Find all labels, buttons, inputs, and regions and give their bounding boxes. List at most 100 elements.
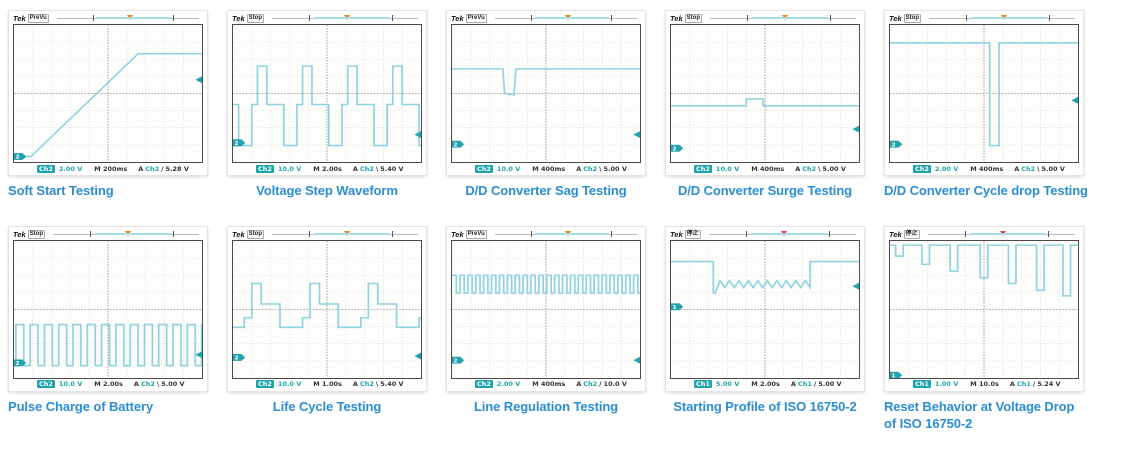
scope-figure-cycle-drop: Tek Stop 2 Ch2 2.00 V M 400ms A Ch2 \ 5.00 …	[884, 10, 1088, 200]
oscilloscope-capture: Tek PreVu 2 Ch2 10.0 V M 400ms A Ch2 \ 5.00…	[446, 10, 646, 176]
horizontal-position-bar	[491, 230, 639, 239]
volts-per-div: 10.0 V	[496, 164, 521, 173]
scope-caption: Voltage Step Waveform	[256, 183, 398, 198]
svg-text:1: 1	[672, 305, 676, 311]
acquisition-status: PreVu	[465, 14, 487, 23]
scope-caption: D/D Converter Surge Testing	[677, 183, 853, 198]
trigger-slope-icon: /	[599, 380, 602, 389]
acquisition-status: 停止	[903, 229, 920, 239]
graticule: 2	[670, 24, 860, 163]
volts-per-div: 10.0 V	[58, 380, 83, 389]
scope-readout: Ch2 10.0 V M 2.00s A Ch2 \ 5.40 V	[232, 164, 422, 173]
trigger-readout: A Ch1/5.24 V	[1010, 380, 1061, 388]
trigger-readout: A Ch1/5.00 V	[791, 380, 842, 388]
graticule: 1	[889, 239, 1079, 379]
scope-readout: Ch2 10.0 V M 1.00s A Ch2 \ 5.40 V	[232, 380, 422, 389]
trigger-position-icon	[125, 230, 132, 236]
time-per-div: M 2.00s	[751, 380, 780, 389]
scope-readout: Ch2 10.0 V M 400ms A Ch2 \ 5.00 V	[670, 164, 860, 173]
trigger-level: 5.40 V	[380, 164, 404, 173]
horizontal-position-bar	[491, 14, 639, 23]
horizontal-position-bar	[53, 14, 201, 23]
svg-text:2: 2	[234, 141, 238, 147]
svg-text:2: 2	[453, 143, 457, 149]
graticule: 2	[232, 239, 422, 379]
scope-readout: Ch2 10.0 V M 2.00s A Ch2 \ 5.00 V	[13, 380, 203, 389]
trigger-source: Ch1	[1016, 380, 1031, 389]
trigger-readout: A Ch2 \ 5.40 V	[353, 380, 404, 388]
trigger-position-icon	[564, 15, 571, 20]
horizontal-position-bar	[268, 230, 420, 239]
bracket-marker	[611, 230, 613, 237]
trigger-readout: A Ch2 \ 5.00 V	[576, 165, 627, 173]
trigger-prefix: A	[795, 164, 801, 173]
scope-header: Tek 停止	[889, 229, 1079, 239]
trigger-level: 5.24 V	[1037, 380, 1061, 389]
trigger-prefix: A	[133, 380, 139, 389]
oscilloscope-capture: Tek PreVu 2 Ch2 2.00 V M 200ms A Ch2/5.28…	[8, 10, 208, 176]
scope-caption: Pulse Charge of Battery	[8, 398, 154, 414]
graticule: 1	[670, 239, 860, 379]
trigger-slope-icon: /	[813, 380, 817, 389]
bracket-marker	[829, 15, 831, 21]
trigger-level: 5.00 V	[161, 380, 185, 389]
bracket-marker	[309, 15, 311, 21]
trigger-source: Ch2	[583, 380, 598, 389]
time-per-div: M 2.00s	[94, 380, 123, 389]
scope-figure-line-regulation: Tek PreVu 2 Ch2 2.00 V M 400ms A Ch2/10.0…	[446, 225, 646, 433]
bracket-marker	[309, 230, 311, 237]
scope-header: Tek Stop	[670, 14, 860, 23]
graticule: 2	[451, 24, 641, 163]
bracket-marker	[391, 15, 393, 21]
svg-text:2: 2	[891, 143, 895, 149]
scope-caption: Starting Profile of ISO 16750-2	[673, 398, 857, 414]
trigger-slope-icon: \	[1037, 164, 1040, 173]
scope-header: Tek Stop	[232, 229, 422, 239]
scope-header: Tek PreVu	[451, 229, 641, 239]
scope-figure-reset-behavior: Tek 停止 1 Ch1 1.00 V M 10.0s A Ch1/5.24 V …	[884, 225, 1084, 433]
scope-row-1: Tek PreVu 2 Ch2 2.00 V M 200ms A Ch2/5.28…	[8, 10, 1088, 200]
trigger-source: Ch2	[145, 164, 160, 173]
trigger-prefix: A	[576, 164, 582, 173]
acquisition-status: Stop	[684, 14, 702, 23]
graticule: 2	[13, 239, 203, 379]
oscilloscope-capture: Tek 停止 1 Ch1 1.00 V M 10.0s A Ch1/5.24 V	[884, 225, 1084, 392]
acquisition-status: 停止	[684, 229, 701, 239]
tek-logo: Tek	[451, 14, 464, 23]
trigger-position-icon	[781, 230, 788, 236]
trigger-prefix: A	[352, 164, 358, 173]
channel-badge: Ch2	[694, 164, 712, 173]
trigger-position-icon	[344, 230, 351, 236]
trigger-source: Ch1	[797, 380, 812, 389]
oscilloscope-capture: Tek 停止 1 Ch1 5.00 V M 2.00s A Ch1/5.00 V	[665, 225, 865, 392]
volts-per-div: 1.00 V	[934, 380, 959, 389]
scope-gallery: Tek PreVu 2 Ch2 2.00 V M 200ms A Ch2/5.28…	[8, 10, 1088, 433]
acquisition-status: Stop	[27, 229, 45, 239]
graticule: 2	[889, 24, 1079, 163]
tek-logo: Tek	[232, 229, 245, 239]
scope-header: Tek Stop	[13, 229, 203, 239]
bracket-marker	[92, 15, 94, 21]
time-per-div: M 400ms	[970, 164, 1004, 173]
trigger-slope-icon: \	[156, 380, 160, 389]
trigger-slope-icon: \	[818, 164, 821, 173]
scope-header: Tek Stop	[889, 14, 1079, 23]
channel-badge: Ch2	[475, 380, 493, 389]
bracket-marker	[746, 230, 748, 237]
horizontal-position-bar	[925, 14, 1077, 23]
oscilloscope-capture: Tek Stop 2 Ch2 10.0 V M 1.00s A Ch2 \ 5.40 …	[227, 225, 427, 392]
trigger-level: 5.00 V	[818, 380, 842, 389]
scope-caption: Life Cycle Testing	[272, 398, 382, 414]
time-per-div: M 400ms	[532, 164, 566, 173]
bracket-marker	[391, 230, 393, 237]
trigger-slope-icon: /	[161, 164, 164, 173]
channel-badge: Ch2	[37, 380, 55, 389]
bracket-marker	[966, 15, 968, 21]
tek-logo: Tek	[889, 229, 902, 239]
tek-logo: Tek	[451, 229, 464, 239]
oscilloscope-capture: Tek Stop 2 Ch2 10.0 V M 400ms A Ch2 \ 5.00 …	[665, 10, 865, 176]
trigger-level: 5.00 V	[822, 164, 846, 173]
bracket-marker	[747, 15, 749, 21]
scope-header: Tek PreVu	[13, 14, 203, 23]
scope-figure-surge: Tek Stop 2 Ch2 10.0 V M 400ms A Ch2 \ 5.00 …	[665, 10, 865, 200]
